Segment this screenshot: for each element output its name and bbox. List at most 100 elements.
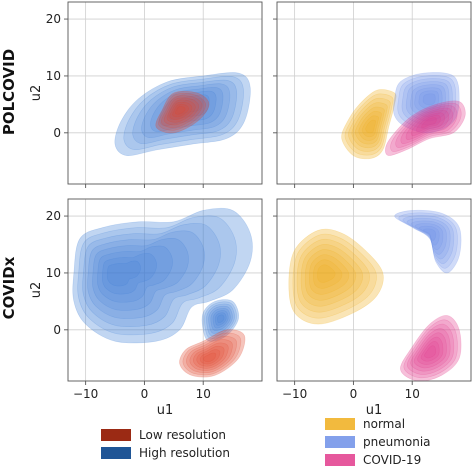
- density-low-resolution: [179, 329, 246, 378]
- y-tick-label: 0: [53, 126, 61, 140]
- density-covid-19: [385, 100, 466, 156]
- axes-frame: [67, 198, 263, 382]
- density-level: [393, 72, 460, 134]
- density-level: [400, 107, 454, 145]
- legend-swatch: [325, 436, 355, 448]
- legend-label: COVID-19: [363, 453, 421, 467]
- density-level: [413, 332, 447, 369]
- density-level: [417, 336, 444, 365]
- row-label-covidx: COVIDx: [0, 256, 18, 319]
- row-label-polcovid: POLCOVID: [0, 49, 18, 135]
- density-level: [203, 352, 217, 363]
- density-level: [182, 332, 242, 376]
- density-level: [414, 223, 444, 251]
- density-normal: [341, 89, 397, 160]
- density-level: [208, 305, 233, 334]
- y-tick-label: 0: [53, 323, 61, 337]
- density-level: [341, 89, 397, 160]
- axes-frame: [67, 1, 263, 185]
- legend-resolution: Low resolution High resolution: [101, 428, 230, 460]
- density-level: [308, 254, 350, 295]
- density-level: [418, 90, 440, 110]
- density-level: [397, 75, 457, 130]
- y-tick-label: 20: [46, 209, 61, 223]
- density-level: [92, 238, 189, 311]
- y-tick-label: 10: [46, 266, 61, 280]
- density-high-resolution: [114, 72, 251, 156]
- density-level: [166, 99, 196, 123]
- density-level: [403, 319, 458, 379]
- density-level: [344, 93, 394, 156]
- density-level: [395, 105, 458, 148]
- panel-covidx-class: −10 0 10 u1: [273, 198, 472, 418]
- x-tick-label: −10: [282, 387, 307, 401]
- density-pneumonia: [393, 72, 460, 134]
- legend-swatch: [101, 447, 131, 459]
- density-level: [421, 117, 437, 129]
- density-level: [106, 260, 141, 287]
- density-level: [402, 215, 455, 265]
- y-tick-label: 20: [46, 12, 61, 26]
- density-level: [169, 101, 193, 120]
- density-level: [212, 310, 229, 329]
- density-level: [161, 95, 203, 128]
- x-tick-label: 0: [141, 387, 149, 401]
- legend-label: Low resolution: [139, 428, 226, 442]
- density-level: [167, 94, 210, 121]
- density-level: [114, 72, 251, 156]
- density-level: [214, 312, 227, 326]
- legend-label: High resolution: [139, 446, 230, 460]
- density-level: [141, 83, 231, 139]
- density-level: [420, 341, 440, 362]
- density-level: [292, 233, 377, 319]
- legend-label: normal: [363, 417, 405, 431]
- density-level: [410, 220, 447, 255]
- density-level: [132, 79, 238, 145]
- density-level: [361, 115, 379, 138]
- density-level: [163, 97, 200, 126]
- density-level: [192, 342, 229, 369]
- density-covid-19: [400, 315, 462, 382]
- legend-swatch: [325, 454, 355, 466]
- x-tick-label: −10: [73, 387, 98, 401]
- density-level: [410, 112, 445, 137]
- density-level: [424, 345, 436, 359]
- density-level: [179, 329, 246, 378]
- y-axis-label: u2: [29, 282, 44, 299]
- density-level: [351, 102, 388, 149]
- axes-frame: [276, 198, 472, 382]
- density-level: [172, 104, 189, 118]
- legend-swatch: [325, 418, 355, 430]
- density-level: [201, 299, 239, 342]
- density-level: [304, 249, 357, 301]
- density-level: [365, 119, 377, 134]
- density-level: [422, 93, 436, 106]
- density-level: [174, 106, 186, 115]
- density-level: [206, 303, 235, 337]
- density-low-resolution: [155, 90, 210, 134]
- density-level: [77, 215, 237, 336]
- density-level: [159, 90, 217, 127]
- density-level: [199, 349, 221, 365]
- panel-polcovid-resolution: 0 10 20 u2: [29, 1, 263, 188]
- density-level: [176, 98, 203, 115]
- axes-frame: [276, 1, 472, 185]
- density-level: [123, 75, 244, 150]
- density-high-resolution: [201, 299, 239, 342]
- density-level: [158, 93, 207, 131]
- density-level: [97, 245, 173, 303]
- density-level: [358, 111, 382, 141]
- density-level: [406, 323, 455, 375]
- density-level: [189, 339, 233, 371]
- density-normal: [288, 228, 384, 325]
- density-level: [296, 238, 370, 313]
- density-level: [406, 217, 451, 260]
- panel-covidx-resolution: −10 0 10 0 10 20 u1 u2: [29, 198, 263, 418]
- density-level: [405, 81, 450, 122]
- density-level: [203, 301, 237, 339]
- density-level: [288, 228, 384, 325]
- legend-label: pneumonia: [363, 435, 431, 449]
- density-high-resolution: [72, 207, 253, 344]
- density-level: [401, 78, 453, 126]
